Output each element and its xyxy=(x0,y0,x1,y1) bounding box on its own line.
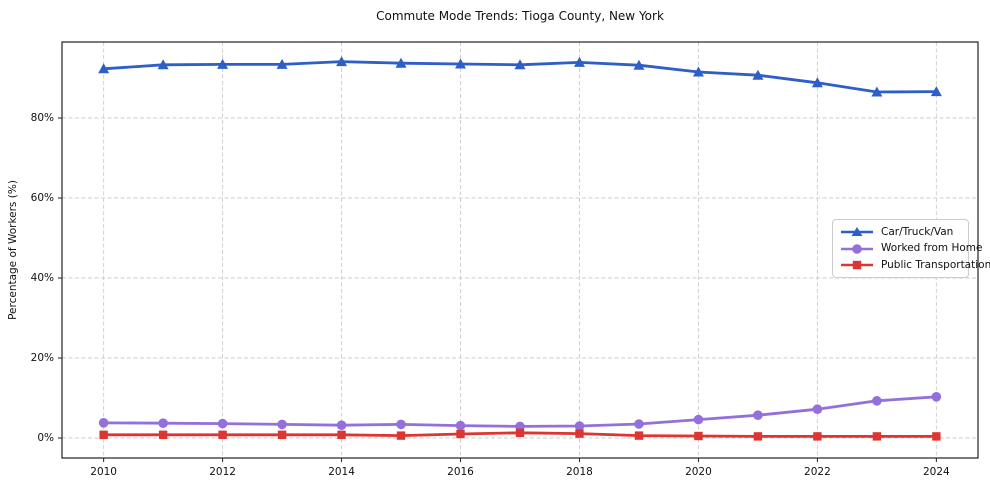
plot-border xyxy=(61,41,979,459)
marker-public-transportation xyxy=(932,432,941,441)
x-tick-label: 2018 xyxy=(566,466,593,478)
marker-public-transportation xyxy=(218,430,227,439)
marker-worked-from-home xyxy=(931,392,942,402)
marker-public-transportation xyxy=(515,428,525,437)
marker-worked-from-home xyxy=(753,410,763,421)
marker-car-truck-van xyxy=(217,58,229,69)
marker-public-transportation xyxy=(575,429,584,438)
marker-worked-from-home xyxy=(277,419,287,430)
x-tick-label: 2020 xyxy=(685,466,712,478)
marker-worked-from-home xyxy=(396,419,406,430)
marker-worked-from-home xyxy=(634,419,644,429)
legend-item-car-truck-van: Car/Truck/Van xyxy=(840,226,961,238)
marker-public-transportation xyxy=(753,432,763,441)
legend-item-public-transportation: Public Transportation xyxy=(840,259,990,271)
x-tick-label: 2010 xyxy=(90,466,117,478)
legend-label: Car/Truck/Van xyxy=(881,226,954,238)
marker-public-transportation xyxy=(813,432,822,441)
marker-public-transportation xyxy=(158,430,168,439)
marker-worked-from-home xyxy=(217,418,228,429)
legend: Car/Truck/Van Worked from Home Public Tr… xyxy=(832,219,990,278)
chart-title: Commute Mode Trends: Tioga County, New Y… xyxy=(376,9,664,23)
marker-car-truck-van xyxy=(276,58,288,69)
marker-car-truck-van xyxy=(98,63,110,74)
legend-label: Public Transportation xyxy=(881,258,990,271)
marker-worked-from-home xyxy=(574,421,585,431)
x-tick-label: 2022 xyxy=(804,466,831,478)
marker-worked-from-home xyxy=(336,420,347,431)
x-tick-label: 2016 xyxy=(447,466,474,478)
legend-item-worked-from-home: Worked from Home xyxy=(840,243,982,255)
x-tick-label: 2012 xyxy=(209,466,236,478)
marker-car-truck-van xyxy=(633,59,645,70)
marker-worked-from-home xyxy=(693,414,704,425)
marker-public-transportation xyxy=(872,432,882,441)
marker-public-transportation xyxy=(634,431,644,440)
marker-car-truck-van xyxy=(811,77,823,88)
marker-car-truck-van xyxy=(514,59,526,70)
y-tick-label: 40% xyxy=(31,272,54,284)
marker-car-truck-van xyxy=(336,56,348,67)
marker-car-truck-van xyxy=(573,56,585,67)
marker-car-truck-van xyxy=(930,86,942,97)
marker-public-transportation xyxy=(456,429,465,439)
marker-car-truck-van xyxy=(692,66,704,77)
marker-public-transportation xyxy=(337,430,346,439)
marker-worked-from-home xyxy=(98,418,109,428)
triangle-marker-icon xyxy=(841,227,873,237)
y-tick-label: 60% xyxy=(31,192,54,204)
y-tick-label: 80% xyxy=(31,112,54,124)
marker-car-truck-van xyxy=(157,59,169,70)
marker-public-transportation xyxy=(99,430,108,439)
marker-public-transportation xyxy=(396,431,406,440)
marker-worked-from-home xyxy=(872,396,882,406)
square-marker-icon xyxy=(841,260,873,269)
marker-worked-from-home xyxy=(455,420,466,431)
legend-label: Worked from Home xyxy=(881,242,983,255)
marker-car-truck-van xyxy=(752,69,764,80)
x-tick-label: 2024 xyxy=(923,466,950,478)
marker-car-truck-van xyxy=(395,57,407,68)
y-tick-label: 0% xyxy=(37,432,54,444)
marker-public-transportation xyxy=(694,431,703,441)
marker-public-transportation xyxy=(277,430,287,439)
y-tick-label: 20% xyxy=(31,352,54,364)
x-tick-label: 2014 xyxy=(328,466,355,478)
marker-car-truck-van xyxy=(871,86,883,97)
marker-car-truck-van xyxy=(455,58,467,69)
circle-marker-icon xyxy=(841,243,873,254)
marker-worked-from-home xyxy=(812,404,823,415)
marker-worked-from-home xyxy=(158,418,168,429)
